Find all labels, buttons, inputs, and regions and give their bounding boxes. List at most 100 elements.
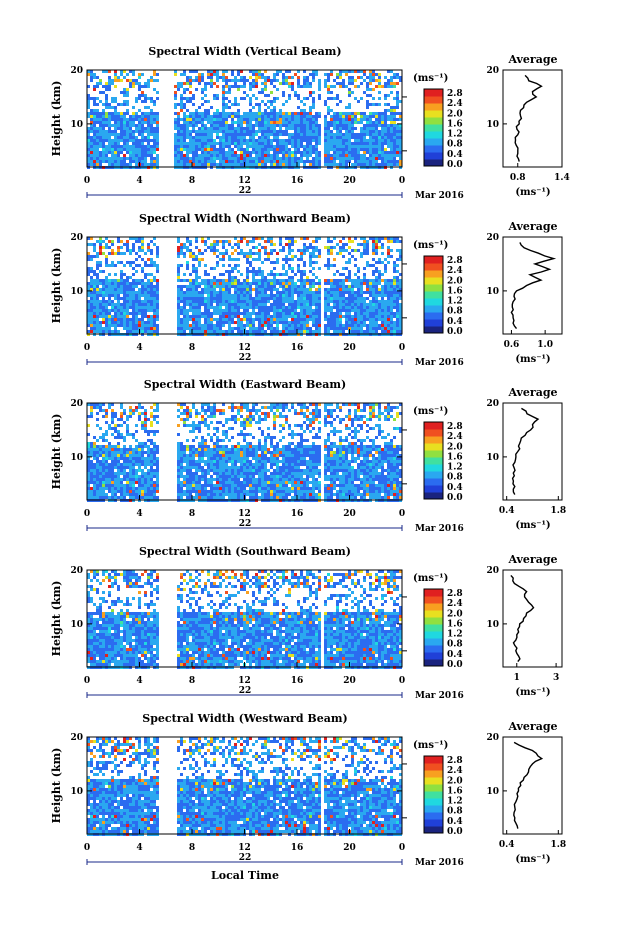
heatmap-cell: [360, 252, 363, 255]
heatmap-cell: [105, 472, 108, 475]
heatmap-cell: [204, 240, 207, 243]
heatmap-cell: [108, 145, 111, 148]
heatmap-cell: [141, 309, 144, 312]
heatmap-cell: [225, 127, 228, 130]
heatmap-cell: [282, 297, 285, 300]
heatmap-cell: [318, 154, 321, 157]
heatmap-cell: [267, 139, 270, 142]
heatmap-cell: [105, 448, 108, 451]
heatmap-cell: [138, 321, 141, 324]
heatmap-cell: [129, 79, 132, 82]
heatmap-cell: [96, 469, 99, 472]
heatmap-cell: [99, 493, 102, 496]
heatmap-cell: [189, 240, 192, 243]
heatmap-cell: [363, 303, 366, 306]
heatmap-cell: [120, 279, 123, 282]
heatmap-cell: [375, 154, 378, 157]
heatmap-cell: [123, 303, 126, 306]
heatmap-cell: [366, 303, 369, 306]
heatmap-cell: [195, 88, 198, 91]
heatmap-cell: [177, 142, 180, 145]
heatmap-cell: [246, 306, 249, 309]
heatmap-cell: [93, 288, 96, 291]
heatmap-cell: [153, 136, 156, 139]
heatmap-cell: [219, 142, 222, 145]
heatmap-cell: [234, 321, 237, 324]
heatmap-cell: [123, 148, 126, 151]
heatmap-cell: [345, 139, 348, 142]
heatmap-cell: [288, 327, 291, 330]
heatmap-cell: [156, 133, 159, 136]
y-tick-label: 20: [70, 66, 83, 76]
heatmap-cell: [330, 154, 333, 157]
heatmap-cell: [327, 154, 330, 157]
heatmap-cell: [315, 330, 318, 333]
heatmap-cell: [144, 312, 147, 315]
heatmap-cell: [348, 157, 351, 160]
heatmap-cell: [381, 315, 384, 318]
heatmap-cell: [270, 261, 273, 264]
heatmap-cell: [270, 154, 273, 157]
heatmap-cell: [393, 330, 396, 333]
heatmap-cell: [351, 157, 354, 160]
heatmap-cell: [303, 273, 306, 276]
heatmap-cell: [123, 309, 126, 312]
heatmap-cell: [294, 321, 297, 324]
heatmap-cell: [363, 112, 366, 115]
colorbar: [424, 256, 443, 334]
heatmap-cell: [333, 160, 336, 163]
heatmap-cell: [264, 282, 267, 285]
heatmap-cell: [246, 79, 249, 82]
heatmap-cell: [381, 151, 384, 154]
heatmap-cell: [132, 261, 135, 264]
heatmap-cell: [285, 306, 288, 309]
heatmap-cell: [255, 151, 258, 154]
heatmap-cell: [288, 297, 291, 300]
heatmap-cell: [261, 73, 264, 76]
heatmap-cell: [180, 321, 183, 324]
heatmap-cell: [291, 324, 294, 327]
heatmap-cell: [249, 255, 252, 258]
heatmap-cell: [372, 282, 375, 285]
heatmap-cell: [312, 297, 315, 300]
heatmap-cell: [204, 315, 207, 318]
heatmap-cell: [192, 309, 195, 312]
heatmap-cell: [99, 100, 102, 103]
heatmap-cell: [195, 303, 198, 306]
heatmap-cell: [156, 249, 159, 252]
heatmap-cell: [210, 106, 213, 109]
heatmap-cell: [123, 118, 126, 121]
heatmap-cell: [354, 312, 357, 315]
heatmap-cell: [111, 288, 114, 291]
heatmap-cell: [90, 315, 93, 318]
heatmap-cell: [348, 88, 351, 91]
heatmap-cell: [246, 291, 249, 294]
heatmap-cell: [156, 279, 159, 282]
heatmap-cell: [351, 112, 354, 115]
heatmap-cell: [180, 130, 183, 133]
heatmap-cell: [372, 303, 375, 306]
heatmap-cell: [378, 240, 381, 243]
heatmap-cell: [153, 139, 156, 142]
heatmap-cell: [324, 79, 327, 82]
heatmap-cell: [297, 106, 300, 109]
heatmap-cell: [366, 142, 369, 145]
heatmap-cell: [366, 163, 369, 166]
heatmap-cell: [378, 261, 381, 264]
heatmap-cell: [138, 145, 141, 148]
colorbar-segment: [424, 277, 443, 285]
heatmap-cell: [303, 324, 306, 327]
heatmap-cell: [246, 324, 249, 327]
colorbar-segment: [424, 103, 443, 111]
heatmap-cell: [198, 327, 201, 330]
colorbar-tick-label: 1.2: [447, 297, 463, 307]
heatmap-cell: [270, 309, 273, 312]
heatmap-cell: [261, 142, 264, 145]
heatmap-cell: [222, 121, 225, 124]
heatmap-cell: [99, 279, 102, 282]
heatmap-cell: [114, 154, 117, 157]
heatmap-cell: [192, 291, 195, 294]
heatmap-cell: [108, 252, 111, 255]
heatmap-cell: [240, 288, 243, 291]
heatmap-cell: [204, 306, 207, 309]
